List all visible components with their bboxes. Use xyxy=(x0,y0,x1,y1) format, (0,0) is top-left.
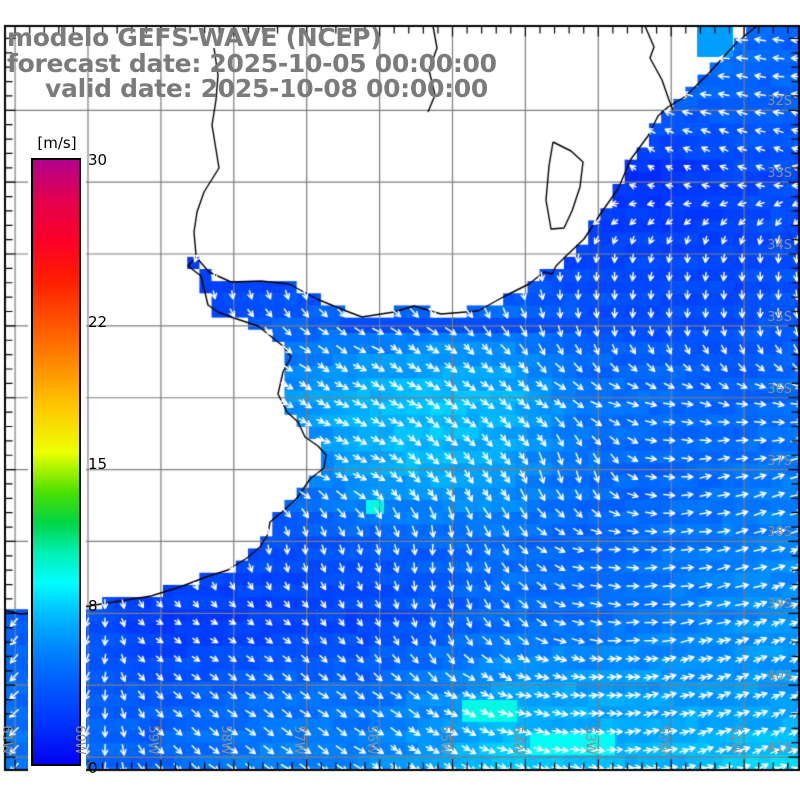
lon-label-60W: 60W xyxy=(72,725,87,755)
colorbar-tick-label: 22 xyxy=(88,313,108,332)
colorbar-gradient xyxy=(31,158,81,766)
lon-label-53W: 53W xyxy=(582,725,598,755)
colorbar-tick-label: 0 xyxy=(88,759,98,777)
model-title: modelo GEFS-WAVE (NCEP) xyxy=(7,23,382,52)
lat-label-34S: 34S xyxy=(767,238,792,254)
forecast-date-line: forecast date: 2025-10-05 00:00:00 xyxy=(7,48,497,78)
lon-label-58W: 58W xyxy=(217,725,233,755)
lat-label-40S: 40S xyxy=(767,669,792,685)
colorbar-unit-label: [m/s] xyxy=(37,134,77,152)
lat-label-32S: 32S xyxy=(767,94,792,110)
lat-label-38S: 38S xyxy=(767,525,792,541)
colorbar: [m/s] xyxy=(28,128,86,776)
colorbar-tick-label: 8 xyxy=(88,596,98,615)
lat-label-33S: 33S xyxy=(767,166,792,182)
lon-label-56W: 56W xyxy=(363,725,379,755)
lon-label-55W: 55W xyxy=(436,725,452,755)
colorbar-tick-label: 15 xyxy=(88,455,108,473)
lon-label-54W: 54W xyxy=(509,725,525,755)
lat-label-41S: 41S xyxy=(767,741,792,757)
lat-label-35S: 35S xyxy=(767,309,792,325)
lat-label-36S: 36S xyxy=(767,381,792,397)
map-header: modelo GEFS-WAVE (NCEP) forecast date: 2… xyxy=(7,25,497,102)
lon-label-52W: 52W xyxy=(655,725,671,755)
colorbar-tick-label: 30 xyxy=(88,151,108,169)
lon-label-59W: 59W xyxy=(144,725,160,755)
lon-label-57W: 57W xyxy=(290,725,306,755)
lat-label-39S: 39S xyxy=(767,597,792,613)
lon-label-51W: 51W xyxy=(728,725,744,755)
lat-label-37S: 37S xyxy=(767,453,792,469)
valid-date-line: valid date: 2025-10-08 00:00:00 xyxy=(45,74,488,103)
lon-label-61W: 61W xyxy=(0,725,15,755)
